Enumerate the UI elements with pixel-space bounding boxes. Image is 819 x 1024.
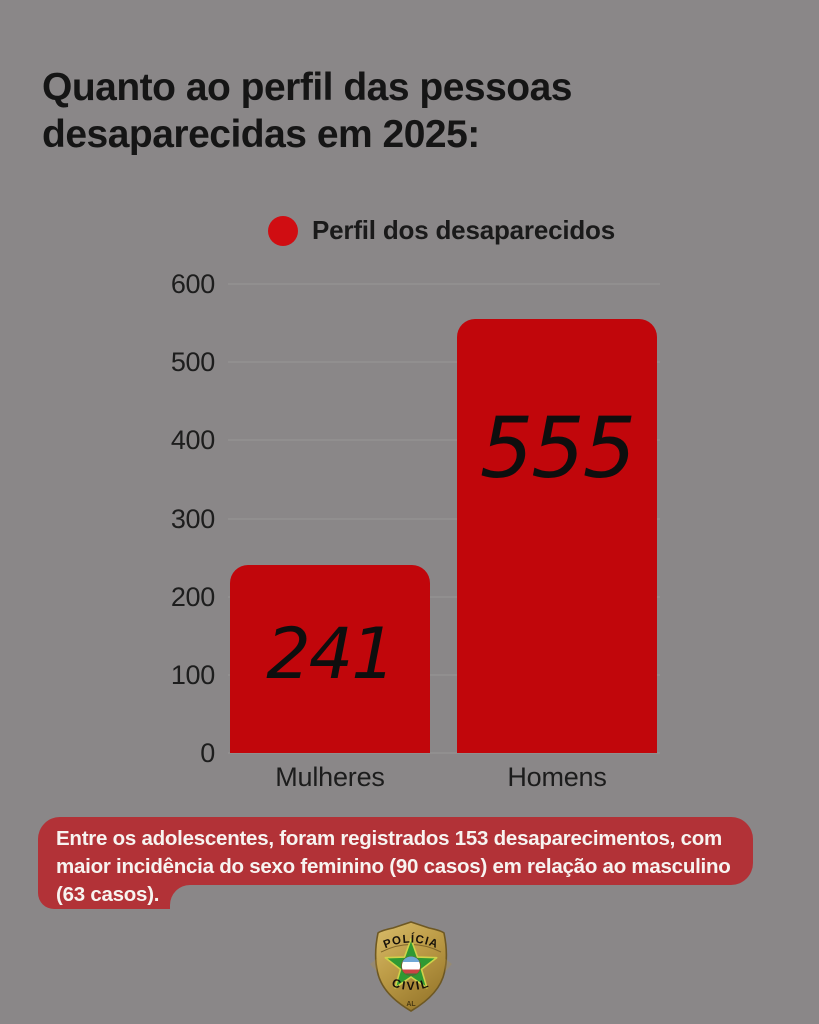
- callout-bubble-tail: [38, 885, 190, 909]
- gridline-400: [228, 439, 660, 442]
- y-axis-tick-100: 100: [170, 659, 215, 690]
- x-axis-category-mulheres: Mulheres: [275, 762, 385, 792]
- legend-dot-icon: [268, 215, 298, 246]
- callout-text-line-3: (63 casos).: [56, 883, 160, 906]
- y-axis-tick-600: 600: [170, 269, 215, 299]
- badge-top-label: POLÍCIA: [382, 932, 440, 951]
- legend-label: Perfil dos desaparecidos: [312, 215, 615, 245]
- y-axis-tick-0: 0: [200, 738, 215, 768]
- badge-wing-left-icon: [370, 958, 378, 972]
- bar-homens: 555: [457, 319, 657, 753]
- gridline-500: [228, 361, 660, 364]
- gridline-0: [228, 752, 660, 754]
- y-axis-tick-300: 300: [170, 503, 215, 534]
- badge-state-label: AL: [406, 1001, 416, 1008]
- badge-bottom-label: CIVIL: [390, 976, 431, 993]
- badge-wing-right-icon: [444, 958, 452, 972]
- bar-mulheres: 241: [230, 564, 430, 753]
- y-axis-tick-500: 500: [170, 347, 215, 378]
- callout-text-line-2: maior incidência do sexo feminino (90 ca…: [56, 855, 731, 878]
- gridline-200: [228, 595, 660, 598]
- y-axis-tick-400: 400: [170, 425, 215, 456]
- x-axis-category-homens: Homens: [507, 762, 607, 792]
- callout-bubble-body: [38, 817, 753, 885]
- chart-legend: Perfil dos desaparecidos: [268, 215, 615, 246]
- bar-value-label-mulheres: 241: [266, 612, 396, 695]
- bar-value-label-homens: 555: [479, 399, 636, 498]
- page-title-line-1: Quanto ao perfil das pessoas: [42, 66, 572, 109]
- gridline-300: [228, 517, 660, 520]
- police-badge: POLÍCIA CIVIL AL: [370, 921, 452, 1012]
- callout-text-line-1: Entre os adolescentes, foram registrados…: [56, 827, 722, 850]
- callout-bubble-notch: [170, 885, 190, 909]
- gridline-100: [228, 673, 660, 676]
- page-title-line-2: desaparecidas em 2025:: [42, 113, 480, 156]
- y-axis-tick-200: 200: [170, 581, 215, 612]
- page-title: Quanto ao perfil das pessoas desaparecid…: [42, 64, 572, 158]
- callout-text: Entre os adolescentes, foram registrados…: [56, 825, 746, 909]
- gridline-600: [228, 283, 660, 285]
